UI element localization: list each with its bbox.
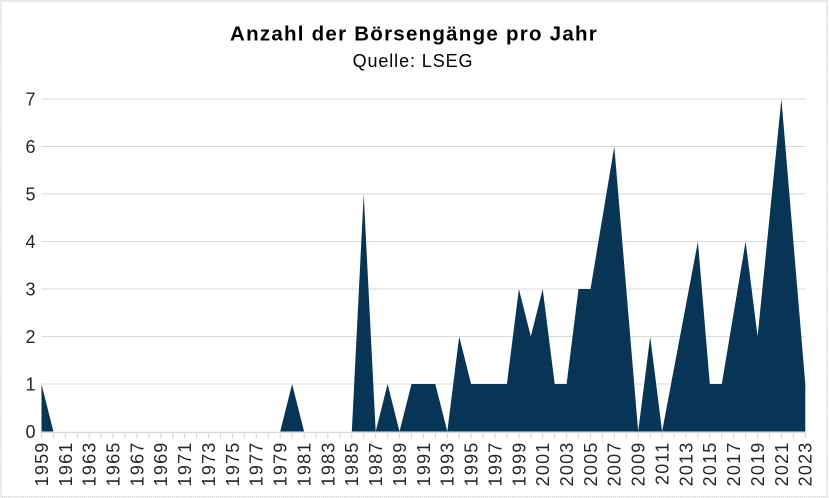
svg-text:0: 0 xyxy=(25,422,35,442)
svg-text:1995: 1995 xyxy=(462,442,482,487)
svg-text:1979: 1979 xyxy=(271,442,291,487)
svg-text:1997: 1997 xyxy=(485,442,505,487)
svg-text:1977: 1977 xyxy=(247,442,267,487)
svg-text:1971: 1971 xyxy=(175,442,195,487)
svg-text:2021: 2021 xyxy=(772,442,792,487)
svg-text:7: 7 xyxy=(25,90,35,110)
svg-text:1963: 1963 xyxy=(80,442,100,487)
svg-text:5: 5 xyxy=(25,185,35,205)
svg-text:1983: 1983 xyxy=(318,442,338,487)
svg-text:2017: 2017 xyxy=(724,442,744,487)
svg-text:1981: 1981 xyxy=(295,442,315,487)
svg-text:1999: 1999 xyxy=(509,442,529,487)
svg-text:4: 4 xyxy=(25,232,35,252)
svg-text:6: 6 xyxy=(25,137,35,157)
svg-text:1985: 1985 xyxy=(342,442,362,487)
svg-text:1965: 1965 xyxy=(104,442,124,487)
svg-text:1991: 1991 xyxy=(414,442,434,487)
svg-text:1969: 1969 xyxy=(151,442,171,487)
svg-text:2: 2 xyxy=(25,327,35,347)
svg-text:1959: 1959 xyxy=(32,442,52,487)
svg-text:2019: 2019 xyxy=(748,442,768,487)
svg-text:1989: 1989 xyxy=(390,442,410,487)
svg-text:1: 1 xyxy=(25,375,35,395)
svg-text:1987: 1987 xyxy=(366,442,386,487)
svg-text:1975: 1975 xyxy=(223,442,243,487)
svg-text:2015: 2015 xyxy=(700,442,720,487)
svg-text:2007: 2007 xyxy=(605,442,625,487)
svg-text:2023: 2023 xyxy=(796,442,816,487)
svg-text:1973: 1973 xyxy=(199,442,219,487)
svg-text:2003: 2003 xyxy=(557,442,577,487)
svg-text:2009: 2009 xyxy=(629,442,649,487)
svg-text:2005: 2005 xyxy=(581,442,601,487)
svg-text:1961: 1961 xyxy=(56,442,76,487)
svg-text:3: 3 xyxy=(25,280,35,300)
svg-text:Anzahl der Börsengänge pro Jah: Anzahl der Börsengänge pro Jahr xyxy=(230,23,598,46)
svg-text:2011: 2011 xyxy=(653,442,673,486)
svg-text:1967: 1967 xyxy=(127,442,147,487)
svg-text:1993: 1993 xyxy=(438,442,458,487)
svg-text:2013: 2013 xyxy=(676,442,696,487)
svg-text:Quelle: LSEG: Quelle: LSEG xyxy=(353,51,474,71)
svg-text:2001: 2001 xyxy=(533,442,553,487)
